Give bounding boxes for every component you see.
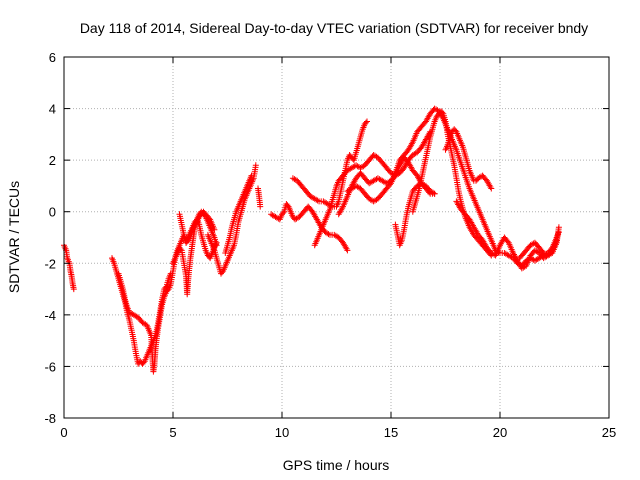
data-point: [431, 190, 438, 197]
data-point: [211, 226, 218, 233]
y-tick-label: 2: [49, 153, 56, 168]
chart-title: Day 118 of 2014, Sidereal Day-to-day VTE…: [80, 20, 588, 36]
y-tick-label: 0: [49, 205, 56, 220]
data-point: [257, 203, 264, 210]
series-arc-10: [289, 118, 370, 210]
data-point: [439, 109, 446, 116]
y-tick-label: -2: [44, 256, 56, 271]
series-arc-19: [516, 237, 560, 262]
x-tick-label: 0: [60, 425, 67, 440]
x-axis-label: GPS time / hours: [283, 457, 390, 473]
data-point: [555, 224, 562, 231]
x-tick-label: 20: [493, 425, 507, 440]
y-tick-label: -4: [44, 308, 56, 323]
y-tick-label: -6: [44, 359, 56, 374]
series-arc-16: [442, 126, 495, 192]
series-arc-3: [115, 216, 220, 375]
series-arc-5: [176, 208, 218, 246]
series-arc-7: [222, 172, 255, 256]
series-arc-9: [268, 201, 351, 254]
data-point: [252, 162, 259, 169]
data-point: [555, 229, 562, 236]
data-point: [248, 172, 255, 179]
y-tick-label: 6: [49, 50, 56, 65]
data-point: [70, 286, 77, 293]
series-arc-6: [204, 162, 259, 277]
series-arc-1: [61, 242, 77, 293]
y-tick-label: 4: [49, 102, 56, 117]
data-point: [364, 118, 370, 125]
y-axis-label: SDTVAR / TECUs: [6, 181, 22, 293]
data-points: [61, 105, 562, 375]
series-arc-8: [255, 185, 264, 210]
series-arc-14: [392, 180, 438, 249]
data-point: [362, 119, 369, 126]
data-point: [553, 237, 560, 244]
x-tick-label: 25: [602, 425, 616, 440]
data-point: [488, 185, 495, 192]
y-tick-label: -8: [44, 411, 56, 426]
x-tick-label: 5: [169, 425, 176, 440]
data-point: [177, 246, 184, 253]
x-tick-label: 15: [384, 425, 398, 440]
data-point: [280, 210, 287, 216]
plot-frame: [63, 56, 610, 419]
data-point: [344, 247, 351, 254]
series-arc-17: [453, 198, 562, 272]
x-tick-label: 10: [275, 425, 289, 440]
